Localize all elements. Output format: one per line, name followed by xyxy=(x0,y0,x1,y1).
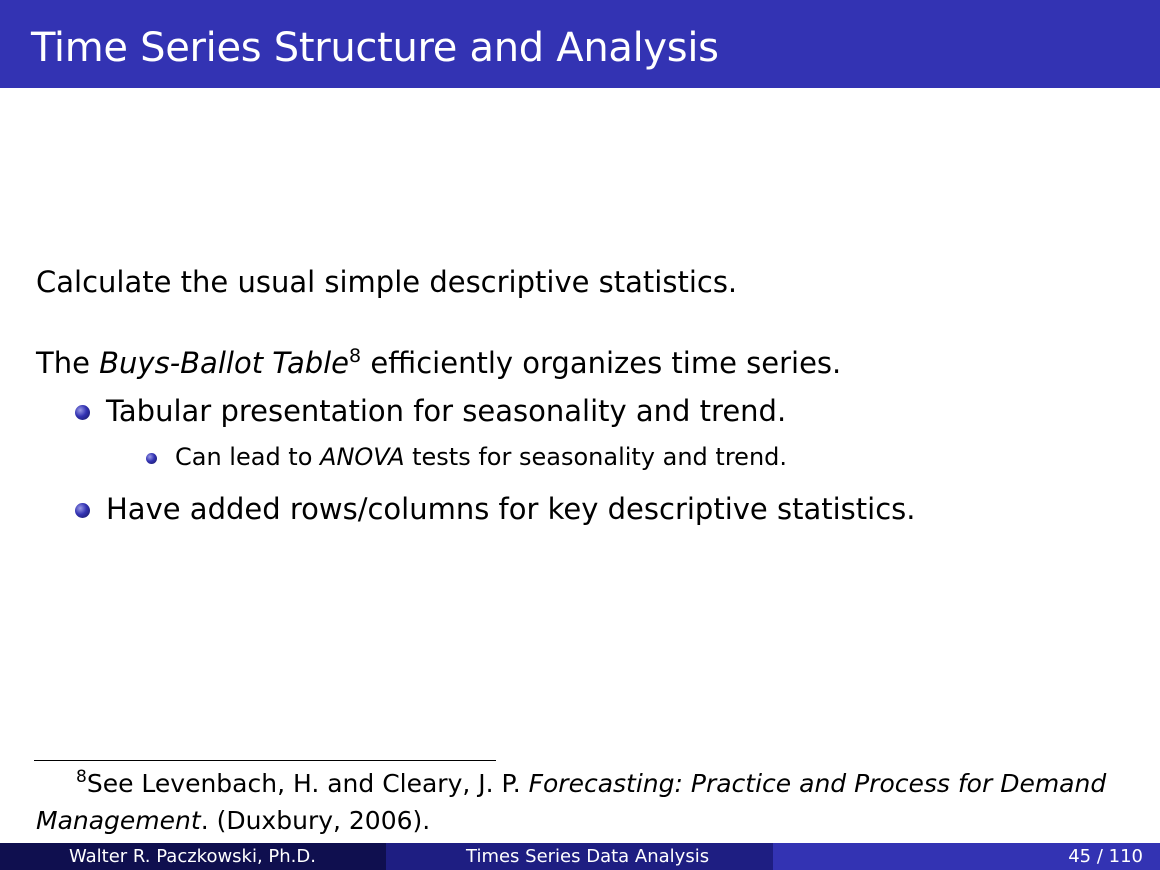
body-line-descriptive-stats: Calculate the usual simple descriptive s… xyxy=(36,265,737,299)
footer-author-segment: Walter R. Paczkowski, Ph.D. xyxy=(0,843,386,870)
footnote-publisher: . (Duxbury, 2006). xyxy=(200,806,431,835)
footnote-line-2: Management. (Duxbury, 2006). xyxy=(36,805,430,837)
bullet-icon xyxy=(75,405,90,420)
sub-bullet-prefix: Can lead to xyxy=(175,443,321,471)
footer-author: Walter R. Paczkowski, Ph.D. xyxy=(69,846,316,867)
slide-title: Time Series Structure and Analysis xyxy=(31,25,719,71)
bullet-item-text: Have added rows/columns for key descript… xyxy=(106,492,916,526)
footer-title-segment: Times Series Data Analysis xyxy=(386,843,773,870)
footer-page-number: 45 / 110 xyxy=(1068,846,1143,867)
bullet-icon xyxy=(75,503,90,518)
footer-deck-title: Times Series Data Analysis xyxy=(466,846,710,867)
footer-page-segment: 45 / 110 xyxy=(773,843,1160,870)
footnote-divider xyxy=(34,760,496,761)
footnote-book-title: Forecasting: Practice and Process for De… xyxy=(528,769,1107,798)
title-bar: Time Series Structure and Analysis xyxy=(0,0,1160,88)
sub-bullet-suffix: tests for seasonality and trend. xyxy=(404,443,788,471)
bullet-item-text: Tabular presentation for seasonality and… xyxy=(106,394,787,428)
buys-ballot-table-term: Buys-Ballot Table xyxy=(99,346,350,380)
footnote-book-title-cont: Management xyxy=(36,806,201,835)
anova-term: ANOVA xyxy=(320,443,405,471)
footnote-reference: 8 xyxy=(349,345,362,367)
footnote-citation-text: See Levenbach, H. and Cleary, J. P. xyxy=(86,769,529,798)
body-line-buys-ballot: The Buys-Ballot Table8 efficiently organ… xyxy=(36,345,842,384)
sub-bullet-item-anova: Can lead to ANOVA tests for seasonality … xyxy=(175,443,787,471)
buys-ballot-suffix: efficiently organizes time series. xyxy=(361,346,842,380)
bullet-icon xyxy=(146,453,157,464)
footer-bar: Walter R. Paczkowski, Ph.D. Times Series… xyxy=(0,843,1160,870)
buys-ballot-prefix: The xyxy=(36,346,100,380)
footnote-mark: 8 xyxy=(76,767,87,787)
body-line-1-text: Calculate the usual simple descriptive s… xyxy=(36,265,738,299)
footnote-line-1: 8See Levenbach, H. and Cleary, J. P. For… xyxy=(76,767,1107,803)
bullet-item-added-rows: Have added rows/columns for key descript… xyxy=(106,492,915,526)
bullet-item-tabular: Tabular presentation for seasonality and… xyxy=(106,394,786,428)
